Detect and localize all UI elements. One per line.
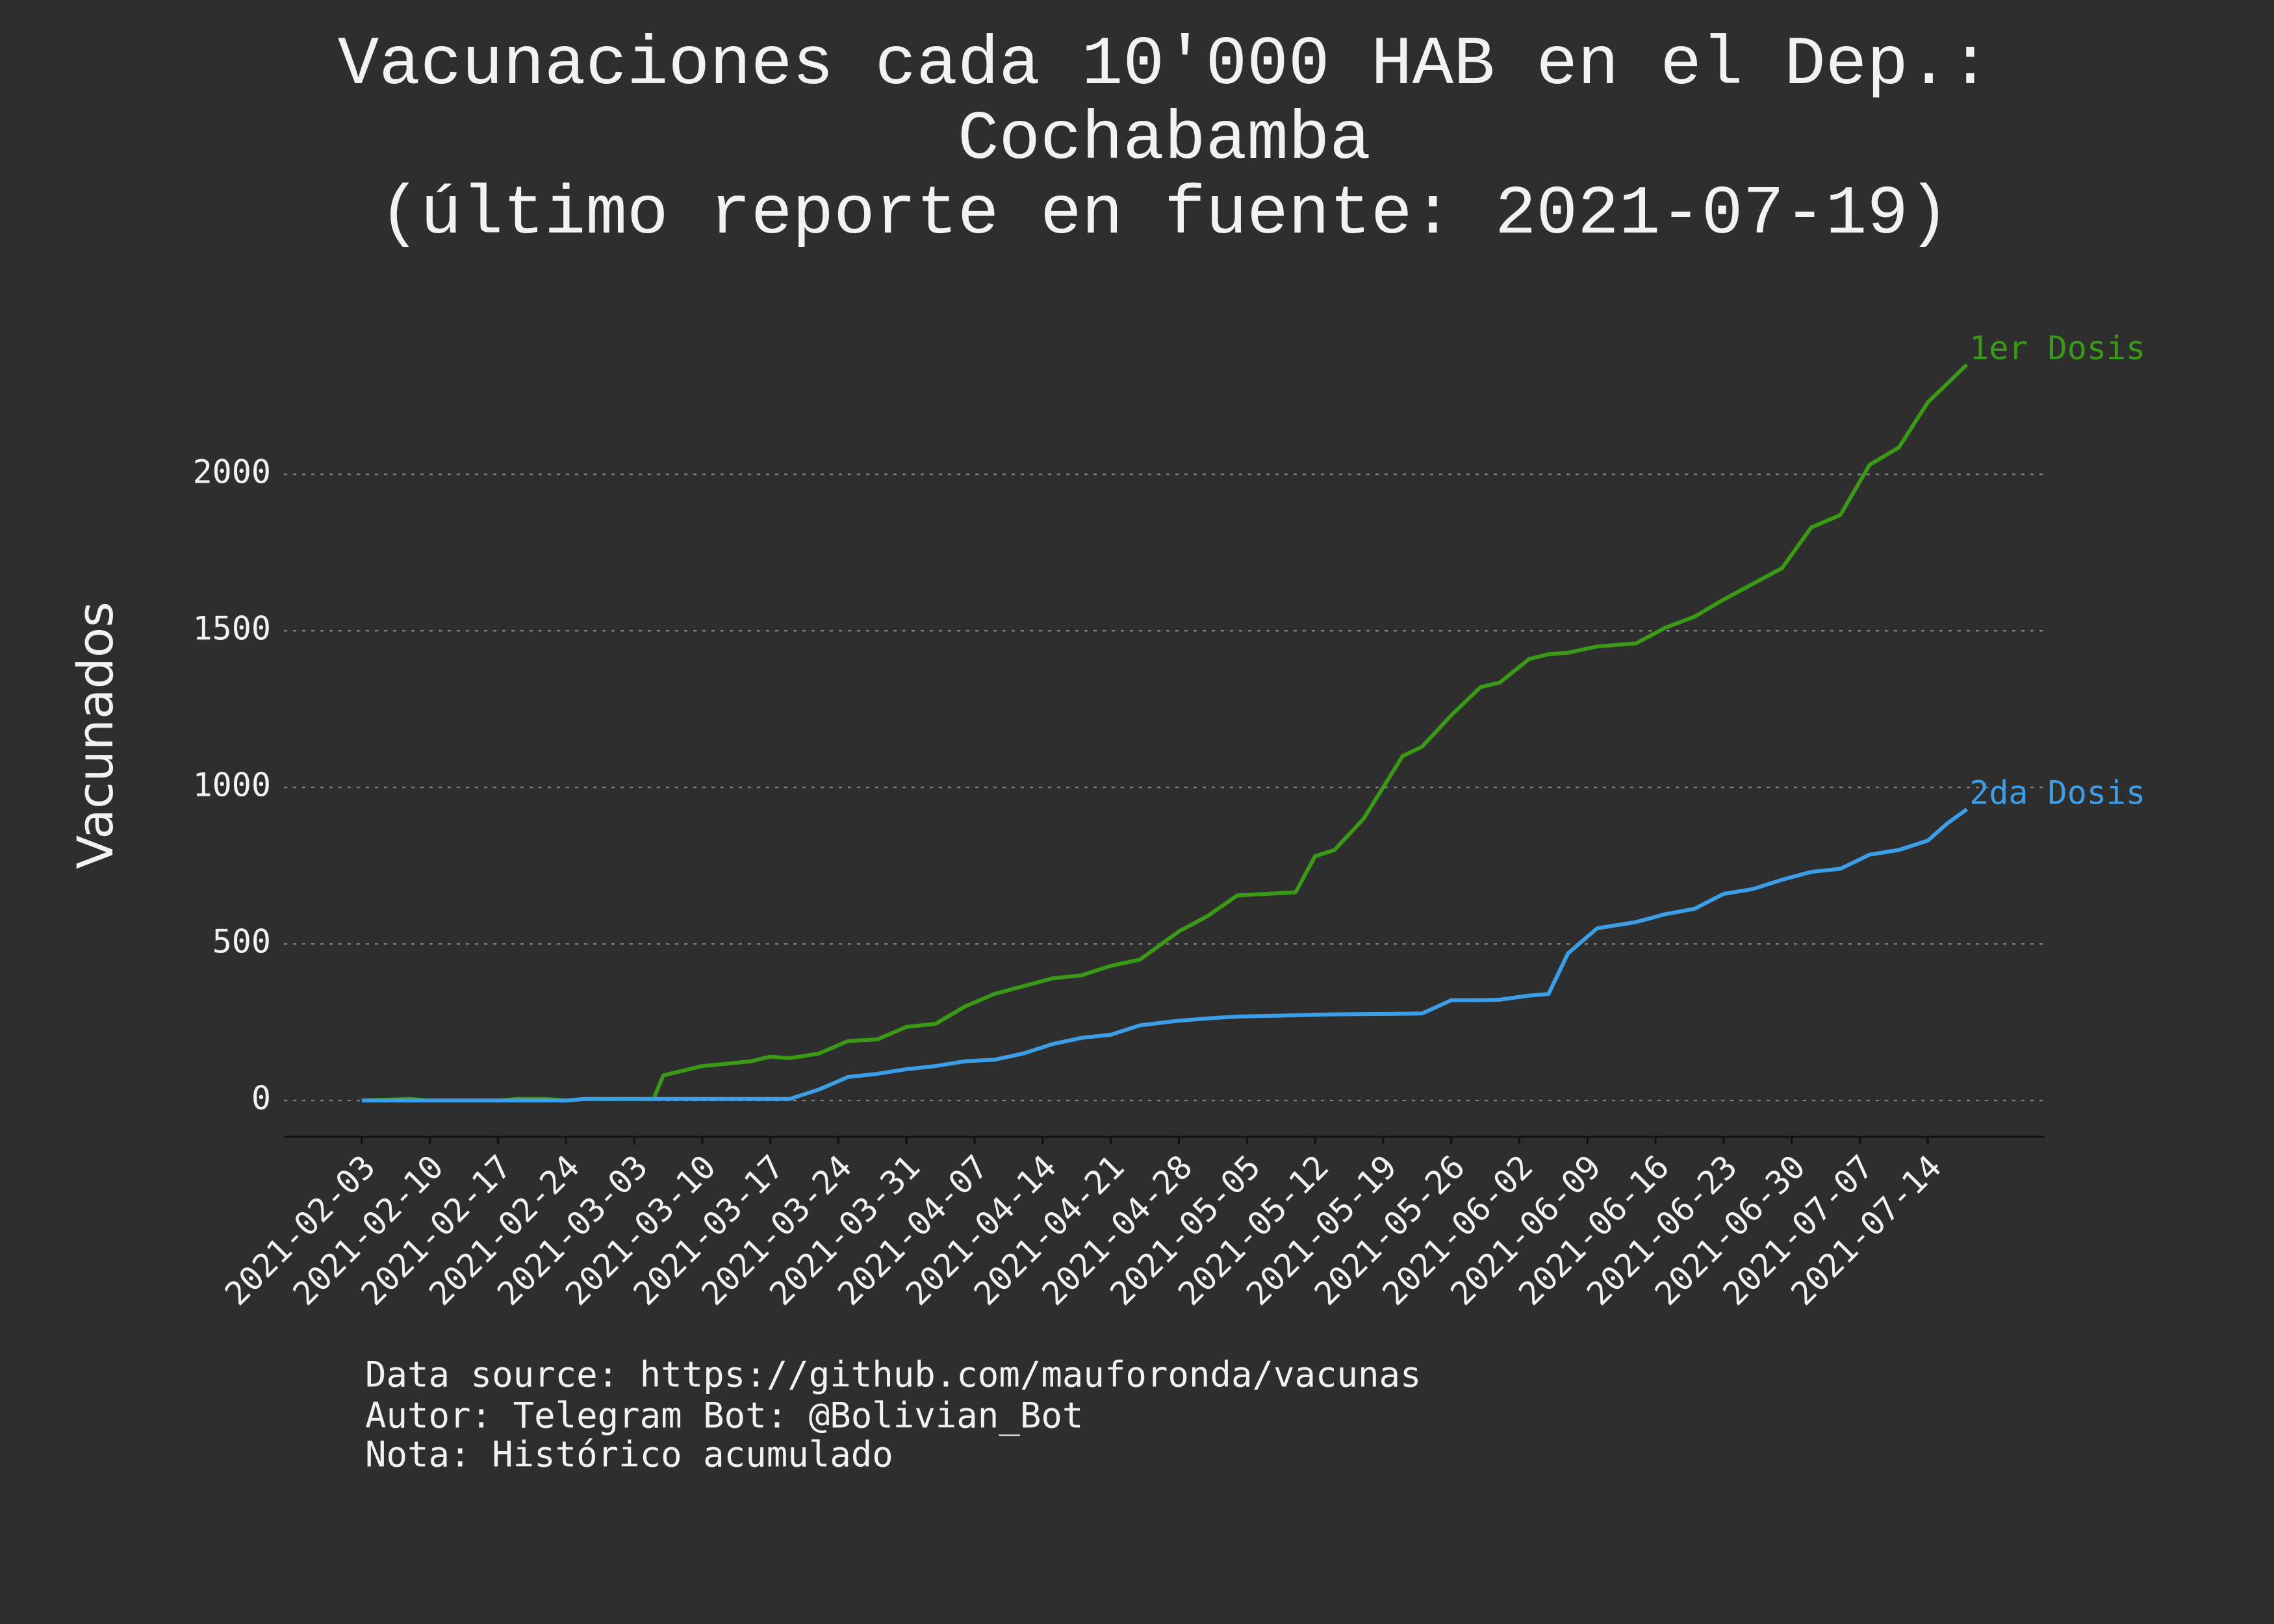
line <box>361 363 1969 1103</box>
series-label: 1er Dosis <box>1969 329 2145 367</box>
y-axis-label: Vacunados <box>66 602 124 869</box>
y-tick-label: 0 <box>251 1080 271 1117</box>
note: Nota: Histórico acumulado <box>365 1434 893 1475</box>
chart-title: Cochabamba <box>958 101 1371 179</box>
y-tick-label: 1000 <box>193 767 271 804</box>
y-tick-label: 2000 <box>193 453 271 491</box>
chart-title: Vacunaciones cada 10'000 HAB en el Dep.: <box>338 26 1991 104</box>
y-tick-label: 1500 <box>193 610 271 648</box>
note: Autor: Telegram Bot: @Bolivian_Bot <box>365 1395 1083 1436</box>
chart-title: (último reporte en fuente: 2021-07-19) <box>379 175 1949 253</box>
y-tick-label: 500 <box>212 923 271 961</box>
line <box>361 807 1968 1103</box>
note: Data source: https://github.com/mauforon… <box>365 1354 1422 1395</box>
series-label: 2da Dosis <box>1969 774 2145 811</box>
